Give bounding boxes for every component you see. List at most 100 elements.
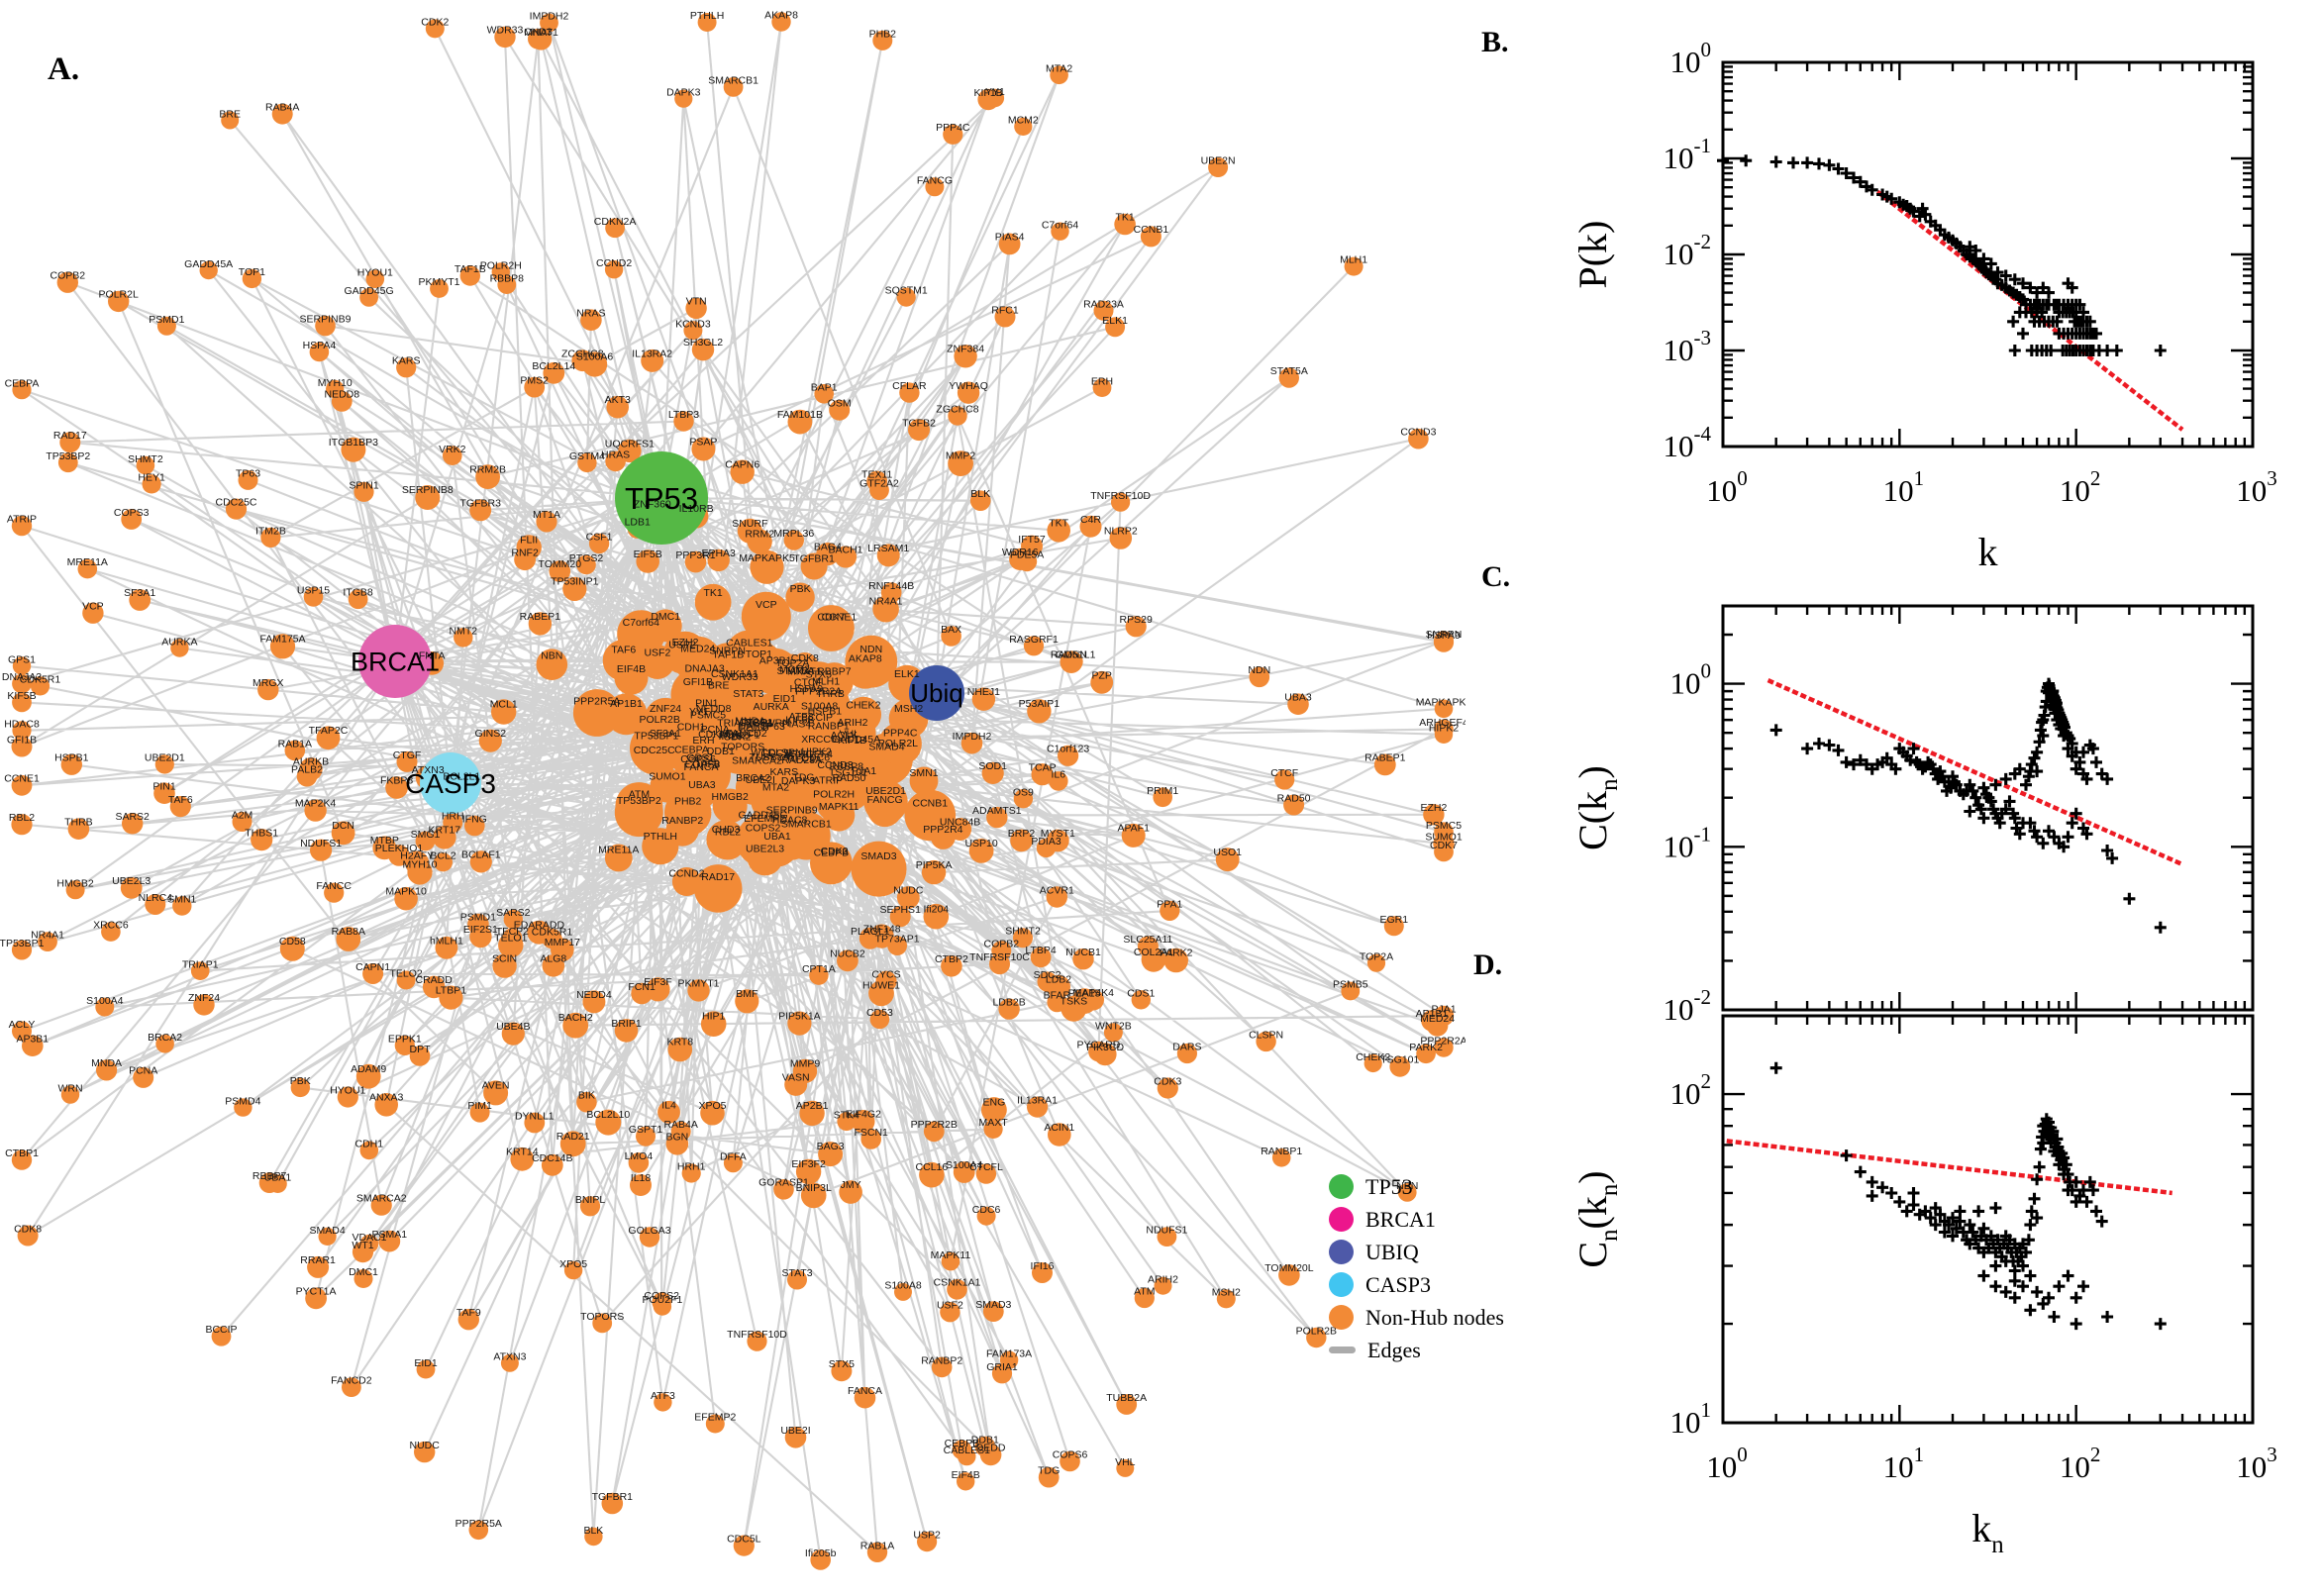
gene-label: NUCB1	[1065, 947, 1101, 958]
gene-node	[331, 821, 355, 846]
gene-label: S100A8	[884, 1280, 922, 1292]
gene-node	[641, 349, 664, 372]
gene-label: FANCC	[316, 880, 352, 892]
gene-node	[852, 1110, 875, 1134]
gene-label: VHL	[840, 729, 860, 741]
gene-label: ATRIP	[813, 775, 843, 787]
legend-label-tp53: TP53	[1365, 1173, 1413, 1199]
gene-label: THRB	[816, 688, 845, 700]
gene-label: UBE2L3	[112, 875, 151, 887]
gene-node	[639, 1227, 660, 1247]
gene-label: BCL2	[430, 850, 455, 862]
legend-item-ubiq: UBIQ	[1329, 1236, 1504, 1268]
gene-node	[685, 297, 707, 320]
gene-label: AKAP8	[849, 653, 882, 665]
gene-label: EIF4B	[617, 663, 646, 675]
gene-node	[1423, 804, 1445, 826]
gene-node	[238, 469, 258, 490]
gene-label: PALB2	[291, 764, 323, 776]
gene-node	[11, 774, 33, 796]
gene-label: USP2	[668, 640, 696, 651]
gene-node	[133, 1066, 154, 1088]
gene-label: CDC6	[972, 1204, 1001, 1216]
gene-label: BAX	[941, 624, 961, 636]
gene-label: AKT3	[605, 394, 631, 406]
gene-label: PPP2R2A	[795, 686, 842, 698]
gene-node	[516, 535, 542, 560]
gene-label: RAD51L1	[1051, 649, 1096, 661]
gene-node	[665, 813, 699, 847]
gene-label: EIF4G2	[846, 1109, 881, 1121]
gene-label: MLH1	[812, 676, 840, 688]
gene-label: CSNK1A1	[711, 668, 758, 680]
gene-node	[869, 1009, 890, 1030]
gene-label: KRT8	[666, 1037, 693, 1048]
gene-node	[869, 480, 889, 500]
gene-node	[795, 1158, 822, 1185]
gene-label: HRAS	[601, 449, 630, 460]
gene-node	[733, 1535, 755, 1556]
gene-label: HYOU1	[357, 267, 393, 279]
gene-label: PDIA3	[1031, 836, 1061, 848]
gene-label: RNF144B	[868, 580, 914, 592]
gene-node	[887, 936, 907, 955]
gene-label: APAF1	[1117, 823, 1150, 835]
gene-node	[524, 1112, 546, 1134]
gene-label: SNRPN	[1426, 629, 1463, 641]
node-circle-icon	[1329, 1207, 1354, 1232]
gene-label: MNAT1	[787, 665, 822, 677]
gene-label: DARS	[1172, 1042, 1201, 1053]
gene-node	[415, 485, 441, 510]
gene-label: TFAP2C	[309, 725, 349, 737]
gene-label: RAD50	[1277, 792, 1311, 804]
gene-label: BCL2L1	[443, 771, 480, 783]
gene-label: S100A4	[86, 995, 124, 1007]
gene-node	[11, 515, 33, 537]
gene-node	[989, 953, 1010, 975]
y-tick-label: 10-4	[1664, 422, 1712, 463]
panel-C-fit-line	[1767, 678, 2183, 867]
gene-node	[304, 799, 327, 822]
gene-label: EIF3F2	[791, 1158, 826, 1170]
gene-label: BCCIP	[205, 1324, 237, 1336]
gene-label: POLR2H	[813, 788, 855, 800]
gene-label: CDK7	[817, 611, 845, 623]
gene-label: TUBB2A	[750, 751, 790, 763]
gene-node	[991, 1363, 1013, 1384]
gene-node	[543, 361, 565, 384]
gene-label: ZNF384	[947, 344, 984, 355]
gene-label: HSPB1	[54, 751, 89, 763]
gene-node	[1287, 693, 1309, 715]
gene-label: FANCA	[848, 1385, 882, 1397]
gene-node	[957, 1472, 975, 1491]
gene-label: DMC1	[651, 611, 680, 623]
gene-label: MAPK11	[819, 801, 859, 813]
gene-node	[683, 321, 703, 341]
gene-node	[524, 376, 546, 398]
gene-label: MTA2	[762, 782, 789, 794]
gene-label: SPIN1	[349, 479, 379, 491]
gene-node	[742, 771, 778, 808]
gene-label: SMN1	[909, 767, 938, 779]
gene-label: PPP4C	[936, 122, 970, 134]
gene-label: RAB1A	[278, 738, 312, 749]
gene-node	[1105, 317, 1126, 338]
gene-node	[260, 527, 281, 549]
gene-label: RANBP1	[1261, 1146, 1302, 1157]
gene-node	[536, 511, 557, 533]
gene-node	[359, 288, 378, 307]
gene-node	[221, 111, 240, 130]
gene-label: C7orf64	[623, 617, 660, 629]
gene-label: CDC14B	[532, 1152, 572, 1164]
gene-node	[771, 12, 791, 32]
gene-label: COPS3	[685, 758, 721, 770]
gene-label: CDKN2A	[698, 729, 741, 741]
gene-node	[982, 1301, 1004, 1322]
panel-C-ticks	[1721, 606, 2255, 1012]
gene-node	[370, 1194, 392, 1216]
gene-label: MTBP	[370, 835, 399, 847]
network-legend: TP53 BRCA1 UBIQ CASP3 Non-Hub nodes Edges	[1329, 1170, 1504, 1366]
gene-label: AP1B1	[610, 698, 643, 710]
gene-label: SERPINB8	[402, 484, 454, 496]
gene-label: IL6	[1051, 769, 1065, 781]
